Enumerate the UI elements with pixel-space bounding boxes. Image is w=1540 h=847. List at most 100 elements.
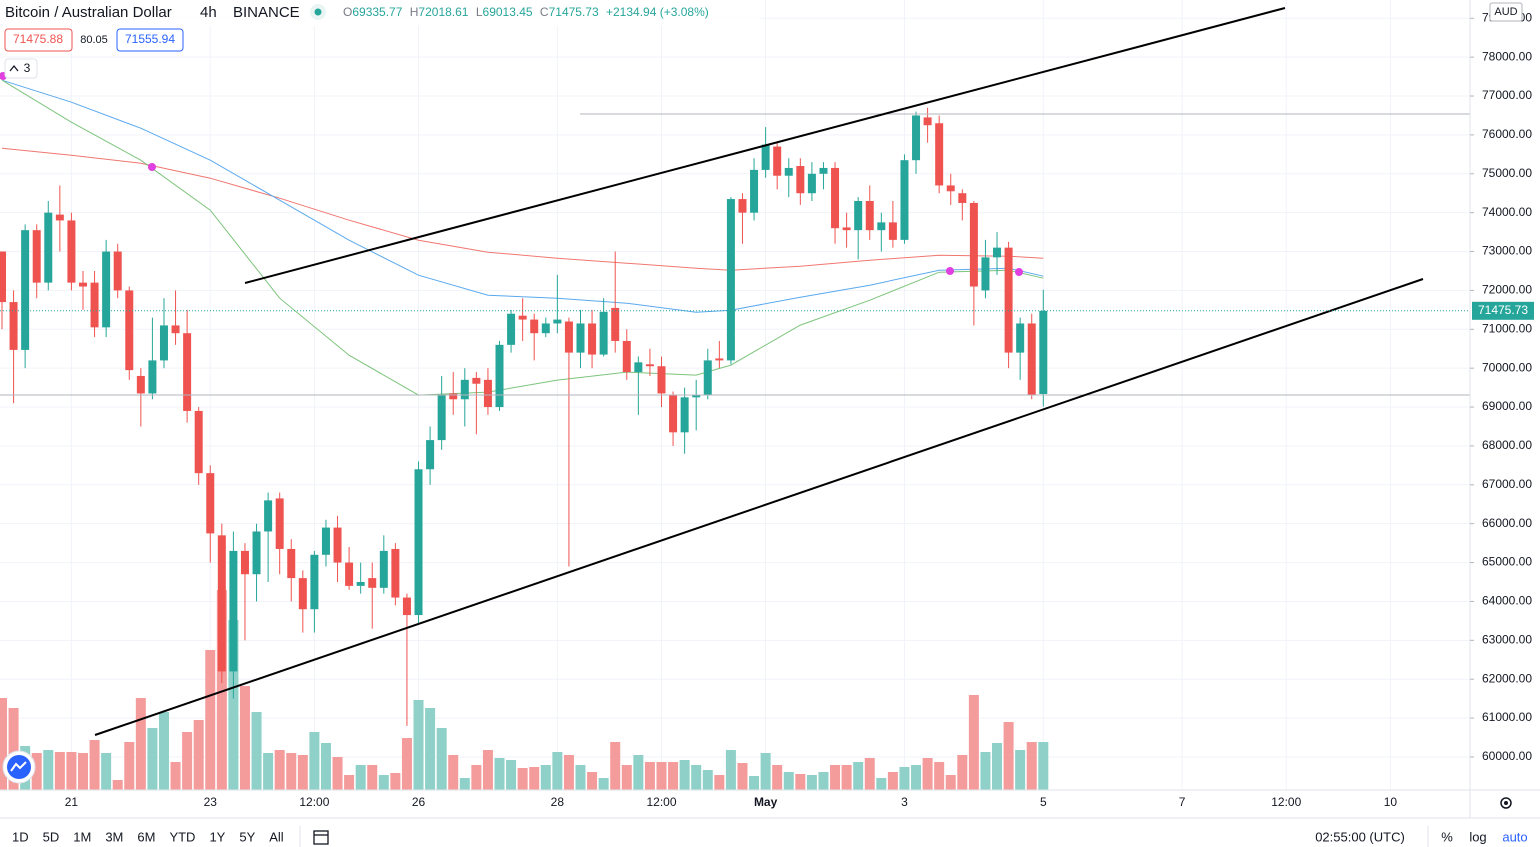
volume-bar: [1015, 750, 1026, 790]
candle-body: [264, 500, 273, 532]
candle-body: [553, 319, 562, 324]
candle-body: [67, 220, 76, 283]
candle-body: [229, 550, 238, 672]
candle-body: [183, 333, 192, 411]
candle-body: [495, 344, 504, 408]
x-tick-label: 28: [551, 795, 565, 809]
volume-bar: [922, 758, 933, 790]
candle-body: [32, 230, 41, 283]
ohlc: O69335.77 H72018.61 L69013.45 C71475.73 …: [343, 5, 709, 19]
range-button[interactable]: 1M: [73, 829, 91, 844]
y-tick-label: 70000.00: [1482, 360, 1532, 374]
candle-body: [333, 527, 342, 563]
candle-body: [9, 302, 18, 350]
volume-bar: [911, 765, 922, 790]
ask: 71555.94: [125, 32, 175, 46]
volume-bar: [297, 755, 308, 790]
range-button[interactable]: YTD: [169, 829, 195, 844]
settings-icon[interactable]: [1500, 797, 1512, 809]
volume-bar: [702, 770, 713, 790]
volume-bar: [656, 762, 667, 790]
y-tick-label: 65000.00: [1482, 555, 1532, 569]
volume-bar: [494, 758, 505, 790]
candle-body: [217, 535, 226, 672]
candle-body: [136, 375, 145, 394]
option-button[interactable]: log: [1469, 829, 1486, 844]
volume-bar: [205, 650, 216, 790]
y-tick-label: 63000.00: [1482, 632, 1532, 646]
range-button[interactable]: 5Y: [239, 829, 255, 844]
candle-body: [356, 582, 365, 586]
candle-body: [194, 410, 203, 474]
volume-bar: [575, 765, 586, 790]
candle-body: [102, 251, 111, 328]
candle-body: [784, 167, 793, 176]
candle-body: [159, 325, 168, 361]
bid-box[interactable]: [4, 28, 73, 52]
candle-body: [426, 440, 435, 470]
volume-bar: [263, 753, 274, 790]
y-tick-label: 72000.00: [1482, 283, 1532, 297]
symbol: Bitcoin / Australian Dollar: [5, 4, 172, 21]
candle-body: [923, 117, 932, 126]
volume-bar: [1038, 742, 1049, 790]
option-button[interactable]: %: [1441, 829, 1453, 844]
range-button[interactable]: 3M: [105, 829, 123, 844]
currency-box[interactable]: [1489, 2, 1523, 22]
trend-line[interactable]: [244, 7, 1286, 284]
volume-bar: [968, 695, 979, 790]
ohlc-key: L: [476, 5, 483, 19]
clock[interactable]: 02:55:00 (UTC): [1315, 829, 1405, 844]
option-button[interactable]: auto: [1502, 829, 1527, 844]
date-range-icon[interactable]: [313, 830, 329, 845]
volume-bar: [332, 757, 343, 790]
volume-bar: [749, 776, 760, 790]
indicators-toggle[interactable]: [4, 58, 38, 79]
status-dot: [314, 8, 322, 16]
candle-body: [78, 282, 87, 287]
candle-body: [368, 578, 377, 588]
volume-bar: [31, 753, 42, 790]
y-tick-label: 69000.00: [1482, 399, 1532, 413]
volume-bar: [841, 765, 852, 790]
candle-body: [981, 257, 990, 291]
volume-bar: [367, 765, 378, 790]
range-button[interactable]: 1D: [12, 829, 29, 844]
volume-bar: [760, 753, 771, 790]
volume-bar: [1026, 742, 1037, 790]
y-tick-label: 60000.00: [1482, 749, 1532, 763]
range-button[interactable]: All: [269, 829, 284, 844]
x-tick-label: May: [754, 795, 778, 809]
y-tick-label: 74000.00: [1482, 205, 1532, 219]
candle-body: [148, 360, 157, 394]
ohlc-value: 71475.73: [549, 5, 599, 19]
candle-body: [507, 313, 516, 345]
marker: [946, 267, 954, 275]
volume-bar: [529, 767, 540, 790]
volume-bar: [563, 755, 574, 790]
ohlc-value: 69013.45: [483, 5, 533, 19]
calendar: [313, 830, 329, 845]
volume-bar: [448, 755, 459, 790]
range-button[interactable]: 6M: [137, 829, 155, 844]
range-button[interactable]: 5D: [43, 829, 60, 844]
ask-box[interactable]: [116, 28, 184, 52]
candle-body: [1004, 247, 1013, 353]
volume-bar: [390, 773, 401, 790]
candle-body: [958, 193, 967, 203]
volume-bar: [54, 752, 65, 790]
candle-body: [437, 395, 446, 441]
trend-line[interactable]: [94, 278, 1424, 736]
volume-bar: [309, 732, 320, 790]
exchange: BINANCE: [233, 4, 300, 21]
x-tick-label: 21: [65, 795, 79, 809]
volume-bar: [540, 765, 551, 790]
volume-bar: [864, 758, 875, 790]
range-button[interactable]: 1Y: [209, 829, 225, 844]
volume-bar: [621, 765, 632, 790]
volume-bar: [239, 686, 250, 790]
volume-bar: [992, 743, 1003, 790]
candle-body: [310, 554, 319, 610]
candle-body: [391, 548, 400, 598]
candle-body: [171, 325, 180, 334]
